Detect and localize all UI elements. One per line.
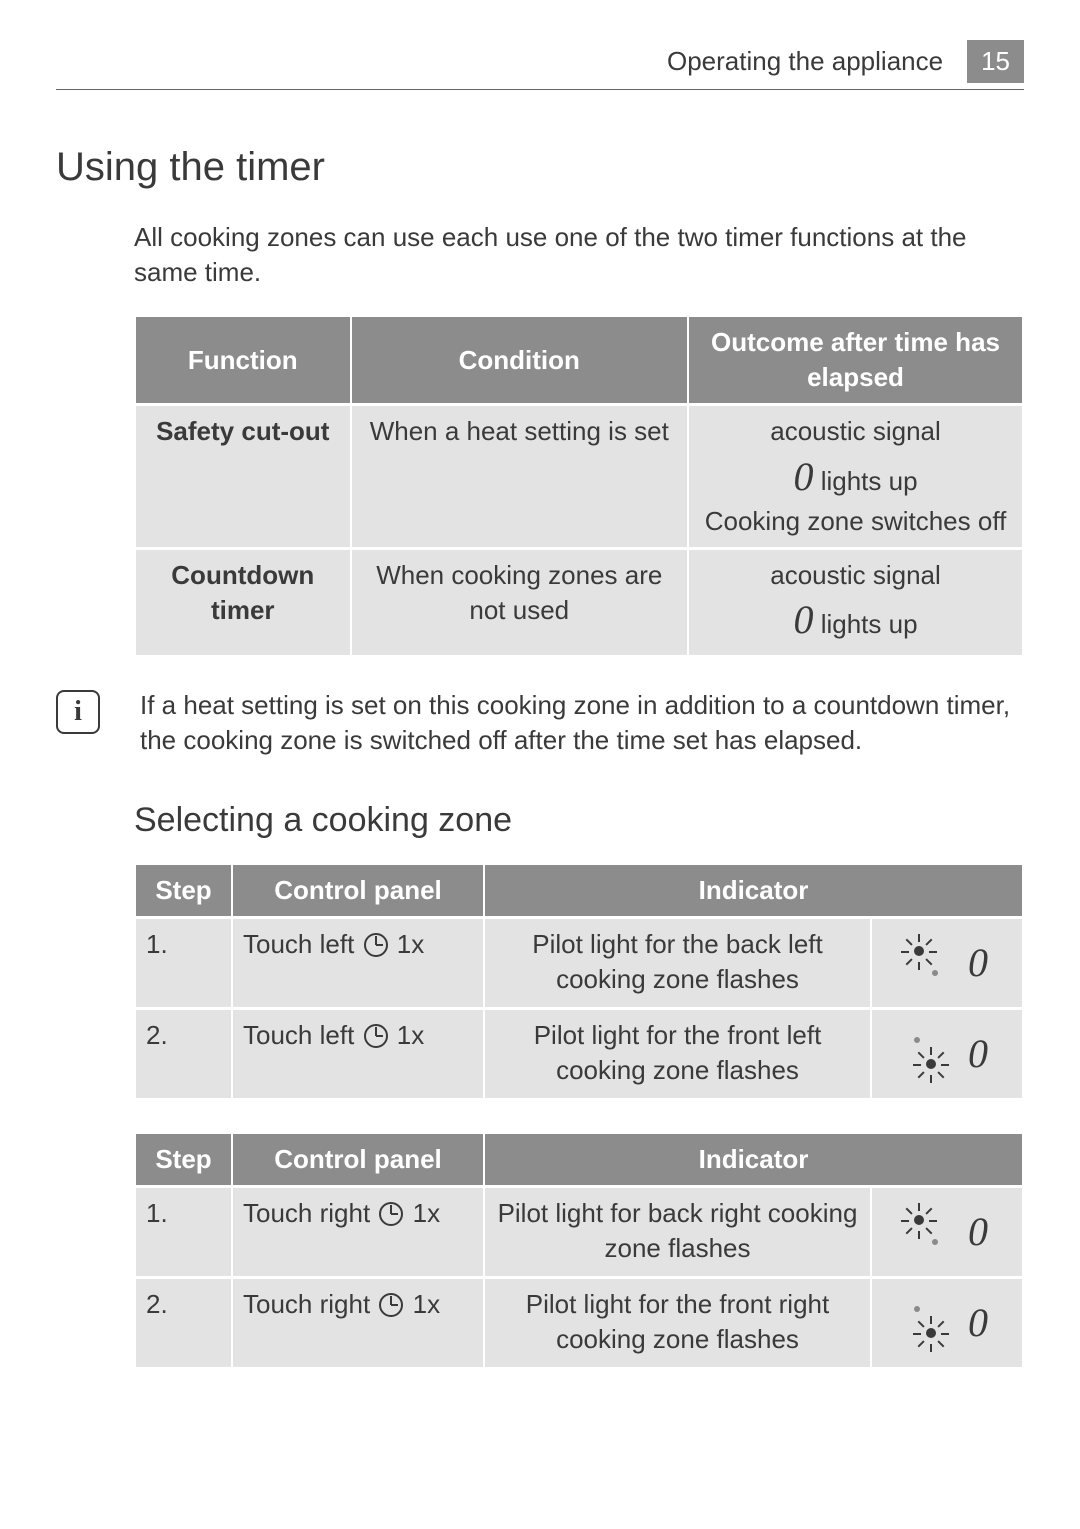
info-note-row: i If a heat setting is set on this cooki… [56, 688, 1024, 758]
table-row: 2.Touch left 1xPilot light for the front… [136, 1010, 1022, 1098]
table-row: Safety cut-outWhen a heat setting is set… [136, 406, 1022, 546]
page-number: 15 [967, 40, 1024, 83]
indicator-text-cell: Pilot light for back right cooking zone … [485, 1188, 870, 1276]
info-icon: i [56, 690, 100, 734]
step-cell: 2. [136, 1010, 231, 1098]
outcome-cell: acoustic signal0 lights upCooking zone s… [689, 406, 1022, 546]
outcome-cell: acoustic signal0 lights up [689, 550, 1022, 655]
step-cell: 2. [136, 1279, 231, 1367]
col-function: Function [136, 317, 350, 403]
functions-table: Function Condition Outcome after time ha… [134, 314, 1024, 657]
table-row: 1.Touch right 1xPilot light for back rig… [136, 1188, 1022, 1276]
display-digit: 0 [793, 597, 813, 642]
display-digit: 0 [968, 936, 988, 990]
control-panel-cell: Touch right 1x [233, 1279, 483, 1367]
intro-paragraph: All cooking zones can use each use one o… [134, 220, 1024, 290]
control-panel-cell: Touch left 1x [233, 1010, 483, 1098]
zone-table: StepControl panelIndicator1.Touch right … [134, 1131, 1024, 1370]
control-panel-cell: Touch left 1x [233, 919, 483, 1007]
clock-icon [364, 1024, 388, 1048]
pilot-light-icon [906, 1300, 952, 1346]
step-cell: 1. [136, 919, 231, 1007]
clock-icon [379, 1202, 403, 1226]
step-cell: 1. [136, 1188, 231, 1276]
col-condition: Condition [352, 317, 687, 403]
pilot-light-icon [906, 1209, 952, 1255]
col-header: Step [136, 865, 231, 916]
indicator-glyph-cell: 0 [872, 1279, 1022, 1367]
subsection-title: Selecting a cooking zone [134, 798, 1024, 844]
function-name: Countdown timer [136, 550, 350, 655]
indicator-glyph-cell: 0 [872, 1010, 1022, 1098]
pilot-light-icon [906, 940, 952, 986]
indicator-text-cell: Pilot light for the back left cooking zo… [485, 919, 870, 1007]
display-digit: 0 [968, 1296, 988, 1350]
table-row: 1.Touch left 1xPilot light for the back … [136, 919, 1022, 1007]
indicator-text-cell: Pilot light for the front right cooking … [485, 1279, 870, 1367]
section-title: Using the timer [56, 140, 1024, 194]
display-digit: 0 [968, 1027, 988, 1081]
table-row: 2.Touch right 1xPilot light for the fron… [136, 1279, 1022, 1367]
col-header: Step [136, 1134, 231, 1185]
col-header: Indicator [485, 1134, 1022, 1185]
control-panel-cell: Touch right 1x [233, 1188, 483, 1276]
pilot-light-icon [906, 1031, 952, 1077]
header-title: Operating the appliance [667, 44, 943, 79]
condition-cell: When a heat setting is set [352, 406, 687, 546]
col-header: Control panel [233, 865, 483, 916]
info-note-text: If a heat setting is set on this cooking… [140, 688, 1024, 758]
function-name: Safety cut-out [136, 406, 350, 546]
condition-cell: When cooking zones are not used [352, 550, 687, 655]
indicator-glyph-cell: 0 [872, 1188, 1022, 1276]
display-digit: 0 [968, 1205, 988, 1259]
table-row: Countdown timerWhen cooking zones are no… [136, 550, 1022, 655]
col-header: Control panel [233, 1134, 483, 1185]
clock-icon [379, 1293, 403, 1317]
indicator-glyph-cell: 0 [872, 919, 1022, 1007]
page-header: Operating the appliance 15 [56, 40, 1024, 90]
display-digit: 0 [793, 454, 813, 499]
col-outcome: Outcome after time has elapsed [689, 317, 1022, 403]
indicator-text-cell: Pilot light for the front left cooking z… [485, 1010, 870, 1098]
col-header: Indicator [485, 865, 1022, 916]
zone-table: StepControl panelIndicator1.Touch left 1… [134, 862, 1024, 1101]
clock-icon [364, 933, 388, 957]
